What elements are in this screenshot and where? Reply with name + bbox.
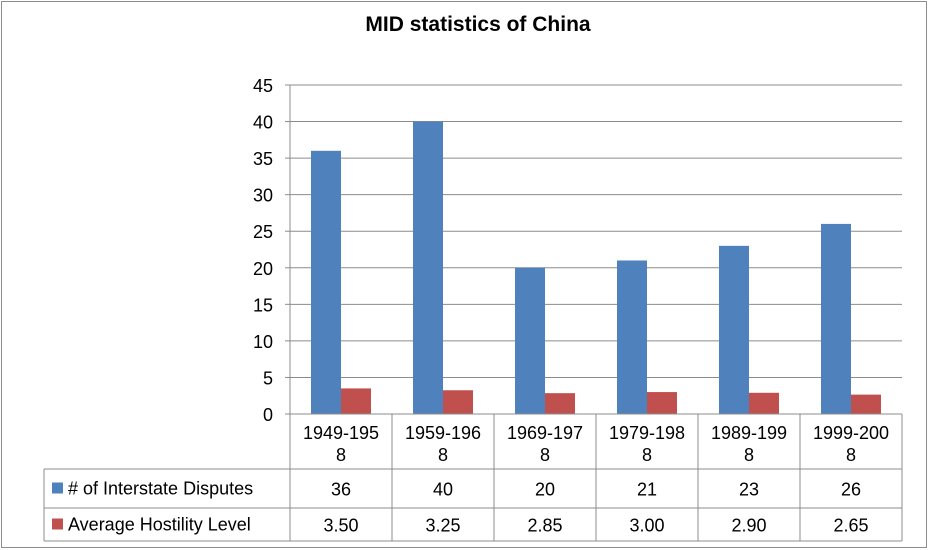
bar-hostility-2 (545, 393, 575, 414)
y-tick-label: 25 (253, 222, 273, 242)
data-label: 3.50 (323, 516, 358, 536)
category-label: 1969-197 (507, 423, 583, 443)
bar-disputes-1 (413, 121, 443, 415)
y-tick-label: 5 (263, 368, 273, 388)
category-label: 8 (642, 445, 652, 465)
y-tick-label: 45 (253, 76, 273, 96)
category-label: 1979-198 (609, 423, 685, 443)
data-label: 23 (739, 480, 759, 500)
y-tick-label: 35 (253, 149, 273, 169)
bar-disputes-4 (719, 245, 749, 414)
bar-hostility-3 (647, 392, 677, 414)
category-label: 8 (744, 445, 754, 465)
data-label: 36 (331, 480, 351, 500)
legend-key-hostility (52, 518, 63, 530)
bar-disputes-0 (311, 150, 341, 415)
bars (311, 121, 881, 415)
data-label: 20 (535, 480, 555, 500)
data-label: 40 (433, 480, 453, 500)
y-tick-label: 10 (253, 332, 273, 352)
data-label: 2.85 (527, 516, 562, 536)
legend-key-disputes (52, 482, 63, 494)
data-label: 21 (637, 480, 657, 500)
bar-hostility-0 (341, 388, 371, 414)
data-label: 3.25 (425, 516, 460, 536)
data-table: 1949-19581959-19681969-19781979-19881989… (43, 413, 903, 542)
category-label: 8 (540, 445, 550, 465)
bar-disputes-5 (821, 223, 851, 414)
y-tick-label: 0 (263, 405, 273, 425)
category-label: 1999-200 (813, 423, 889, 443)
y-tick-label: 30 (253, 186, 273, 206)
bar-hostility-4 (749, 392, 779, 414)
y-tick-label: 40 (253, 113, 273, 133)
data-label: 26 (841, 480, 861, 500)
gridlines (290, 84, 902, 378)
data-label: 3.00 (629, 516, 664, 536)
legend-label: # of Interstate Disputes (68, 479, 253, 499)
chart-title: MID statistics of China (365, 13, 591, 36)
category-label: 1959-196 (405, 423, 481, 443)
bar-hostility-5 (851, 394, 881, 414)
category-label: 8 (846, 445, 856, 465)
y-tick-label: 20 (253, 259, 273, 279)
bar-hostility-1 (443, 390, 473, 414)
category-label: 1949-195 (303, 423, 379, 443)
category-label: 1989-199 (711, 423, 787, 443)
y-axis: 0 5 10 15 20 25 30 35 40 45 (253, 76, 291, 425)
data-label: 2.90 (731, 516, 766, 536)
data-label: 2.65 (833, 516, 868, 536)
legend-label: Average Hostility Level (68, 515, 251, 535)
bar-disputes-2 (515, 267, 545, 414)
category-label: 8 (438, 445, 448, 465)
category-label: 8 (336, 445, 346, 465)
y-tick-label: 15 (253, 295, 273, 315)
bar-disputes-3 (617, 260, 647, 414)
